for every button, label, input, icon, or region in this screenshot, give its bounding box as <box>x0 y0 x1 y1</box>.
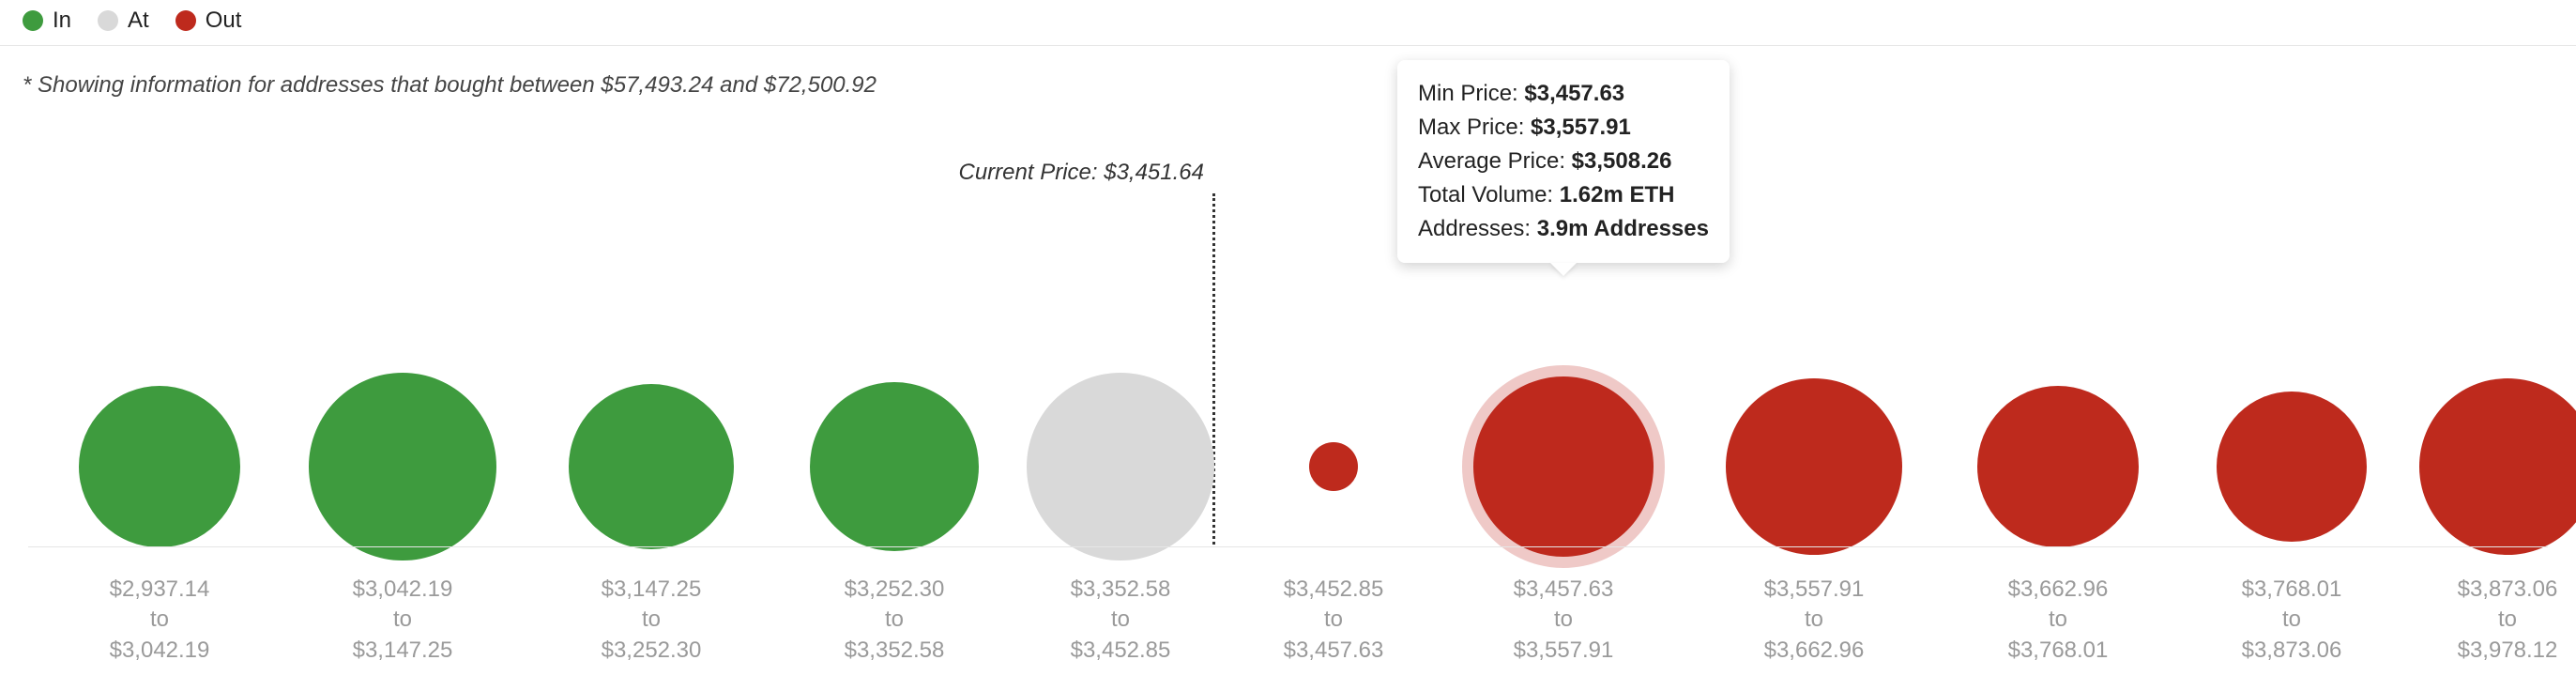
x-axis-label: $3,147.25to$3,252.30 <box>602 575 702 666</box>
bubble-out[interactable] <box>2419 378 2576 555</box>
bubble-at[interactable] <box>1027 373 1214 560</box>
x-label-from: $3,352.58 <box>1071 575 1171 605</box>
x-axis-label: $3,352.58to$3,452.85 <box>1071 575 1171 666</box>
legend-label: At <box>128 8 149 34</box>
bubble-tooltip: Min Price: $3,457.63Max Price: $3,557.91… <box>1397 60 1730 263</box>
x-label-from: $3,147.25 <box>602 575 702 605</box>
bubble-out[interactable] <box>1977 386 2139 547</box>
x-axis-label: $2,937.14to$3,042.19 <box>110 575 210 666</box>
legend-dot-icon <box>23 10 43 31</box>
x-label-from: $2,937.14 <box>110 575 210 605</box>
x-label-to-word: to <box>1071 605 1171 635</box>
x-label-from: $3,252.30 <box>845 575 945 605</box>
tooltip-label: Average Price: <box>1418 148 1572 174</box>
x-axis-label: $3,557.91to$3,662.96 <box>1764 575 1865 666</box>
x-axis-label: $3,452.85to$3,457.63 <box>1284 575 1384 666</box>
bubble-in[interactable] <box>79 386 240 547</box>
bubble-out[interactable] <box>1726 378 1902 555</box>
tooltip-label: Addresses: <box>1418 216 1537 241</box>
legend-label: Out <box>206 8 242 34</box>
x-label-from: $3,452.85 <box>1284 575 1384 605</box>
bubble-in[interactable] <box>810 382 979 551</box>
x-label-to: $3,768.01 <box>2008 636 2109 666</box>
x-label-from: $3,042.19 <box>353 575 453 605</box>
current-price-label: Current Price: $3,451.64 <box>829 160 1204 186</box>
x-label-to: $3,557.91 <box>1514 636 1614 666</box>
x-label-from: $3,768.01 <box>2242 575 2342 605</box>
x-label-to: $3,042.19 <box>110 636 210 666</box>
bubble-out[interactable] <box>1473 376 1654 557</box>
tooltip-value: 3.9m Addresses <box>1537 216 1709 241</box>
x-label-to: $3,457.63 <box>1284 636 1384 666</box>
tooltip-value: $3,557.91 <box>1531 115 1631 140</box>
x-label-from: $3,662.96 <box>2008 575 2109 605</box>
legend-item-in[interactable]: In <box>23 8 71 34</box>
x-label-to-word: to <box>1764 605 1865 635</box>
x-label-from: $3,457.63 <box>1514 575 1614 605</box>
x-label-to: $3,252.30 <box>602 636 702 666</box>
legend-dot-icon <box>175 10 196 31</box>
x-label-to: $3,662.96 <box>1764 636 1865 666</box>
x-axis-label: $3,873.06to$3,978.12 <box>2458 575 2558 666</box>
tooltip-row: Min Price: $3,457.63 <box>1418 77 1709 111</box>
x-label-to: $3,873.06 <box>2242 636 2342 666</box>
x-label-to-word: to <box>602 605 702 635</box>
x-axis-label: $3,662.96to$3,768.01 <box>2008 575 2109 666</box>
x-axis-label: $3,042.19to$3,147.25 <box>353 575 453 666</box>
legend-item-at[interactable]: At <box>98 8 149 34</box>
x-label-to-word: to <box>2242 605 2342 635</box>
x-label-to-word: to <box>2458 605 2558 635</box>
x-label-from: $3,557.91 <box>1764 575 1865 605</box>
tooltip-label: Max Price: <box>1418 115 1531 140</box>
x-label-to-word: to <box>845 605 945 635</box>
tooltip-value: 1.62m ETH <box>1560 182 1675 207</box>
x-label-to-word: to <box>110 605 210 635</box>
x-label-from: $3,873.06 <box>2458 575 2558 605</box>
current-price-text: Current Price: <box>959 160 1098 185</box>
bubble-out[interactable] <box>2217 392 2367 542</box>
legend-item-out[interactable]: Out <box>175 8 242 34</box>
bubble-in[interactable] <box>309 373 496 560</box>
x-axis-label: $3,768.01to$3,873.06 <box>2242 575 2342 666</box>
tooltip-row: Average Price: $3,508.26 <box>1418 145 1709 178</box>
x-label-to: $3,452.85 <box>1071 636 1171 666</box>
tooltip-row: Addresses: 3.9m Addresses <box>1418 212 1709 246</box>
x-label-to-word: to <box>1514 605 1614 635</box>
x-axis-label: $3,457.63to$3,557.91 <box>1514 575 1614 666</box>
x-label-to: $3,147.25 <box>353 636 453 666</box>
current-price-value: $3,451.64 <box>1104 160 1204 185</box>
x-axis-label: $3,252.30to$3,352.58 <box>845 575 945 666</box>
x-label-to-word: to <box>2008 605 2109 635</box>
tooltip-value: $3,457.63 <box>1524 81 1624 106</box>
x-axis-line <box>28 546 2548 547</box>
price-divider <box>1212 193 1215 545</box>
tooltip-row: Max Price: $3,557.91 <box>1418 111 1709 145</box>
bubble-in[interactable] <box>569 384 734 549</box>
x-label-to: $3,978.12 <box>2458 636 2558 666</box>
legend: In At Out <box>0 0 2576 46</box>
legend-label: In <box>53 8 71 34</box>
tooltip-label: Total Volume: <box>1418 182 1560 207</box>
tooltip-row: Total Volume: 1.62m ETH <box>1418 178 1709 212</box>
tooltip-value: $3,508.26 <box>1572 148 1672 174</box>
bubble-out[interactable] <box>1309 442 1358 491</box>
legend-dot-icon <box>98 10 118 31</box>
x-label-to: $3,352.58 <box>845 636 945 666</box>
x-label-to-word: to <box>353 605 453 635</box>
tooltip-label: Min Price: <box>1418 81 1524 106</box>
x-label-to-word: to <box>1284 605 1384 635</box>
info-note: * Showing information for addresses that… <box>0 46 2576 102</box>
